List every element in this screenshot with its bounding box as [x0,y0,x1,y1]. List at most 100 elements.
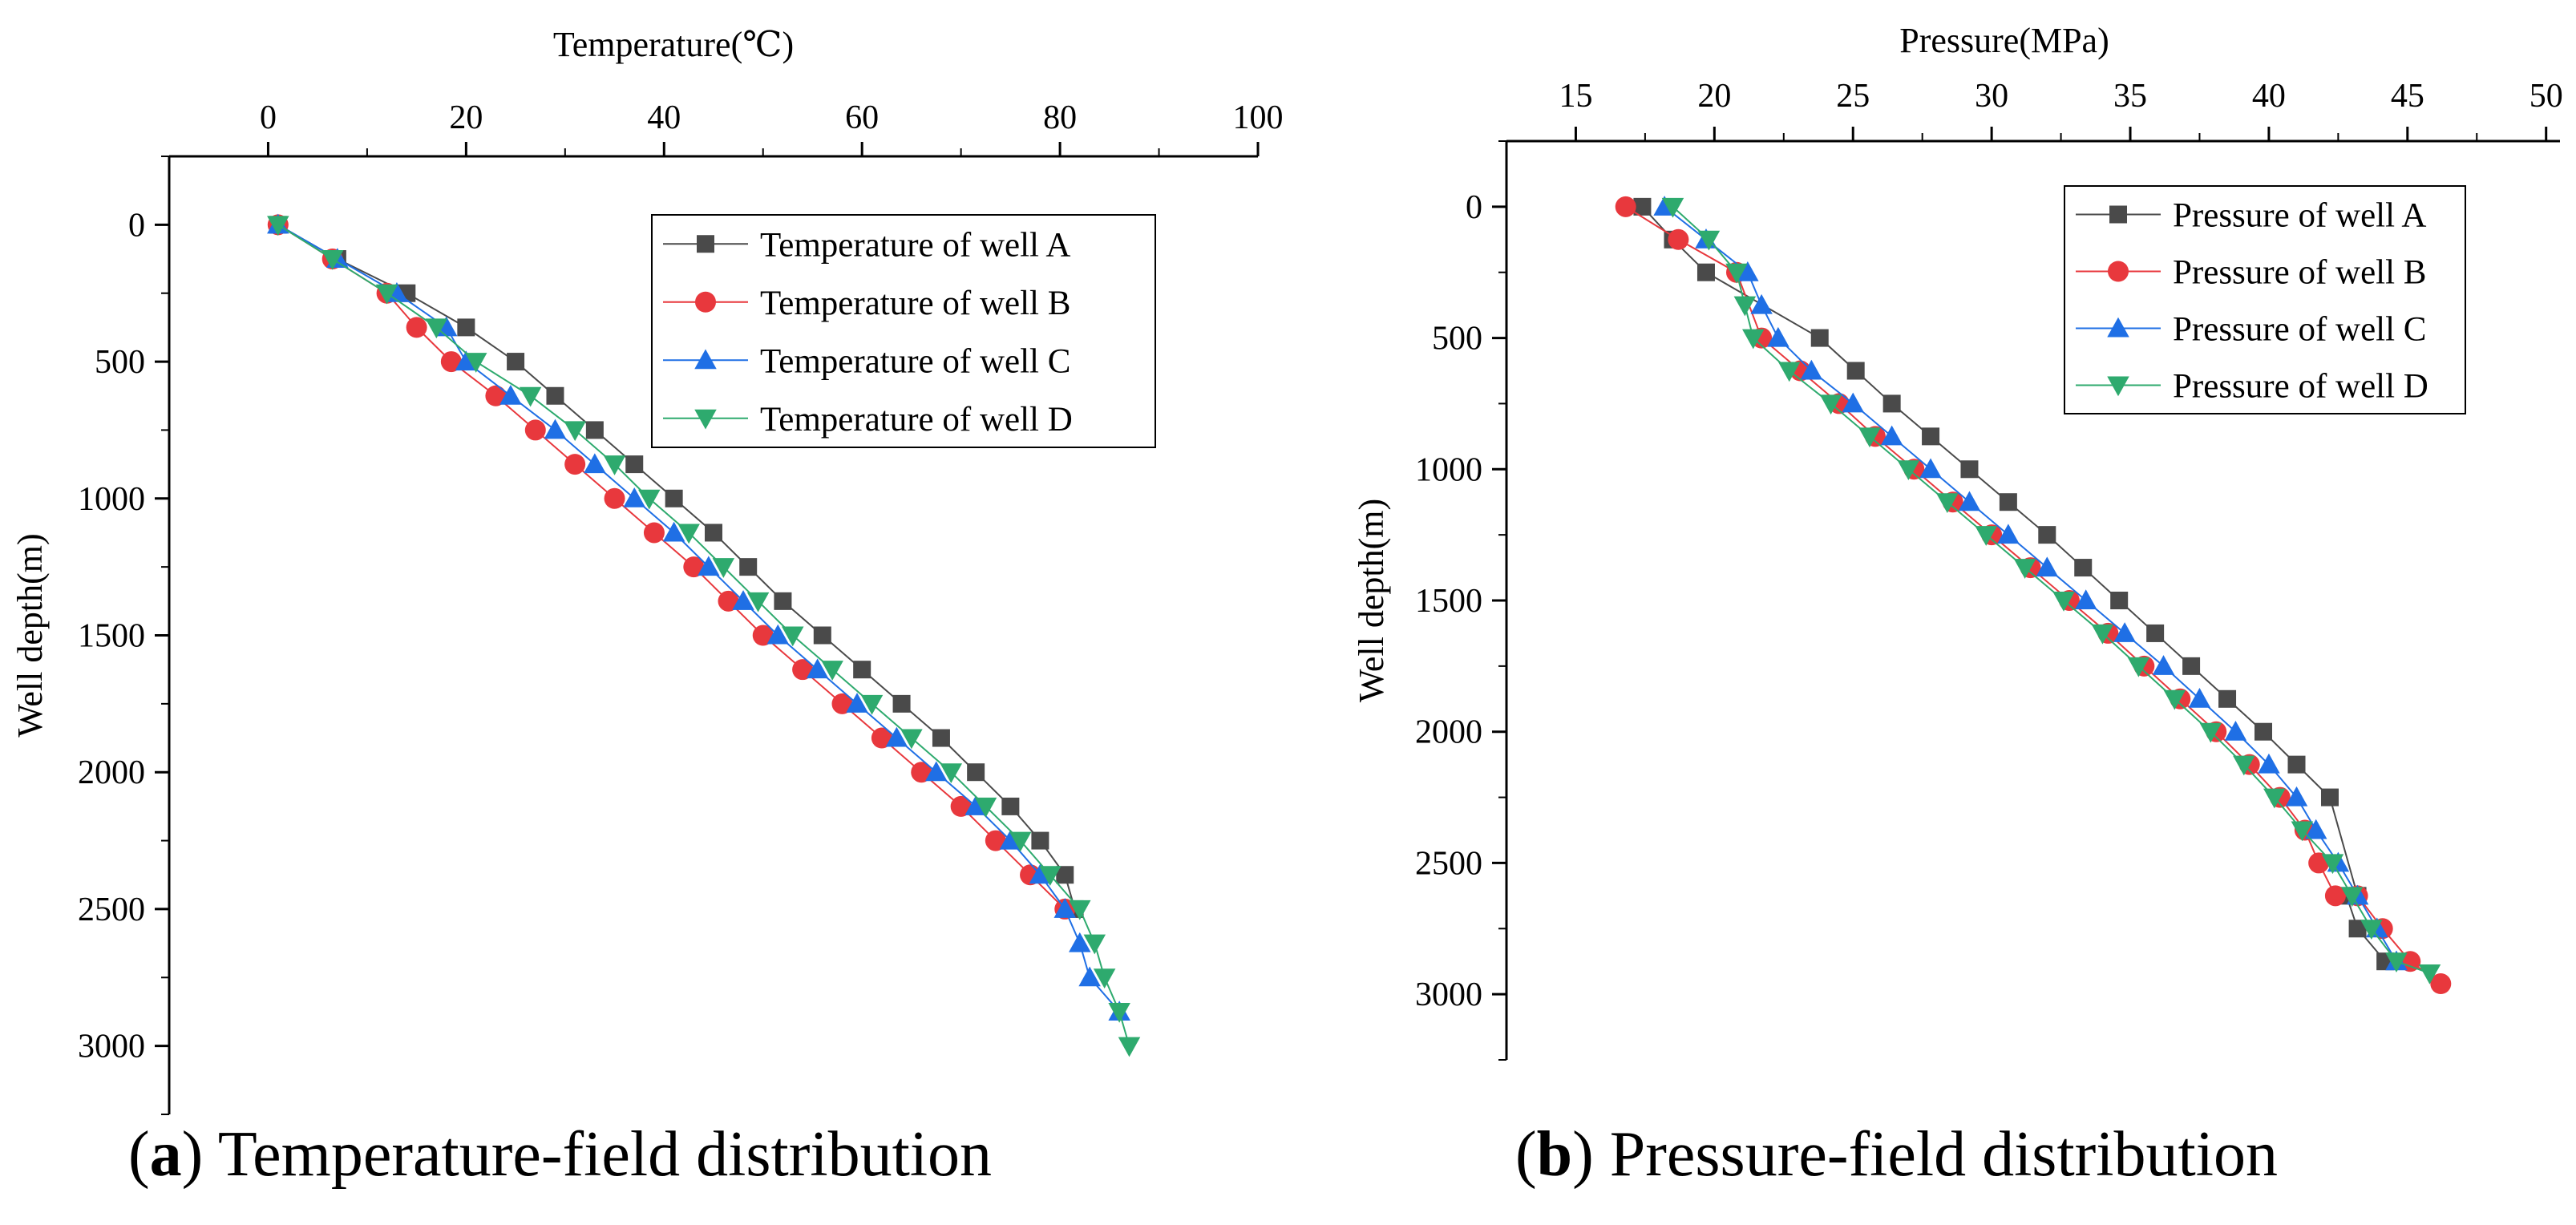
y-tick-label: 2500 [1415,845,1482,882]
data-point [1696,263,1715,281]
data-point [1742,329,1765,350]
caption-b-text: Pressure-field distribution [1609,1119,2278,1190]
data-point [507,353,525,371]
caption-a-letter: a [149,1119,182,1190]
data-point [2255,722,2273,741]
data-point [1118,1037,1141,1057]
data-point [564,421,586,442]
data-point [375,284,398,305]
data-point [1053,898,1077,918]
data-point [1031,831,1049,850]
data-point [698,556,720,576]
data-point [2013,559,2036,579]
data-point [524,419,546,441]
y-tick-label: 1000 [78,481,145,518]
data-point [544,418,567,439]
data-point [2036,556,2059,577]
y-tick-label: 500 [1432,321,1482,358]
legend-box [2064,185,2466,414]
data-point [2074,589,2097,609]
legend-marker [2108,261,2129,282]
data-point [746,592,770,612]
data-point [967,763,985,782]
y-axis-title: Well depth(m) [10,533,50,737]
data-point [2182,657,2201,675]
data-point [712,558,735,578]
data-point [2304,819,2327,839]
data-point [2224,720,2247,741]
x-tick-label: 40 [647,99,681,136]
data-point [2218,689,2237,708]
series-line [1641,206,2386,962]
data-point [1919,458,1942,479]
x-tick-label: 20 [1697,78,1731,115]
data-point [2052,592,2075,612]
data-point [940,763,963,783]
legend-marker [2107,317,2129,338]
x-axis-title: Temperature(℃) [553,25,794,64]
data-point [1750,293,1773,314]
data-point [999,829,1022,850]
x-tick-label: 25 [1836,78,1870,115]
data-point [964,795,987,815]
caption-a-text: Temperature-field distribution [217,1119,993,1190]
data-point [1633,197,1652,216]
data-point [2385,952,2408,972]
data-point [1009,831,1032,852]
data-point [985,830,1006,851]
data-point [2320,788,2339,807]
data-point [752,625,774,646]
data-point [485,385,507,406]
data-point [2418,964,2441,984]
data-point [1975,526,1997,546]
data-point [638,489,661,510]
data-point [2291,821,2314,842]
data-point [900,729,923,750]
data-point [455,350,478,371]
y-tick-label: 3000 [1415,976,1482,1013]
data-point [2091,624,2114,645]
legend-entry: Pressure of well C [2173,311,2426,349]
data-point [1069,932,1091,952]
data-point [603,455,626,475]
data-point [932,729,950,747]
data-point [1936,493,1959,513]
data-point [406,317,427,338]
data-point [665,489,683,507]
legend-marker [694,409,717,430]
data-point [623,487,645,507]
data-point [792,659,814,681]
legend-entry: Temperature of well C [760,342,1070,380]
data-point [584,453,606,474]
data-point [440,351,462,373]
legend-marker [695,291,716,313]
data-point [604,487,625,509]
legend: Pressure of well A Pressure of well B Pres… [2064,185,2466,414]
data-point [2233,755,2255,776]
series-4 [1661,197,2441,984]
legend-entry: Pressure of well A [2173,197,2426,235]
data-point [1668,228,1689,250]
data-point [2110,592,2129,609]
caption-b: (b) Pressure-field distribution [1515,1119,2278,1190]
data-point [1897,460,1920,481]
legend-box [651,214,1156,448]
data-point [321,250,344,270]
y-tick-label: 2000 [78,754,145,791]
legend-marker [2107,376,2129,397]
data-point [677,524,700,544]
data-point [1029,863,1052,884]
data-point [766,624,789,645]
data-point [585,421,604,439]
data-point [1108,1002,1130,1023]
x-tick-label: 50 [2529,78,2563,115]
y-tick-label: 1500 [78,618,145,655]
data-point [662,521,685,542]
data-point [821,661,843,681]
x-tick-label: 0 [260,99,277,136]
data-point [643,522,665,544]
data-point [2074,559,2093,577]
data-point [871,727,892,749]
legend-entry: Temperature of well A [760,226,1070,264]
